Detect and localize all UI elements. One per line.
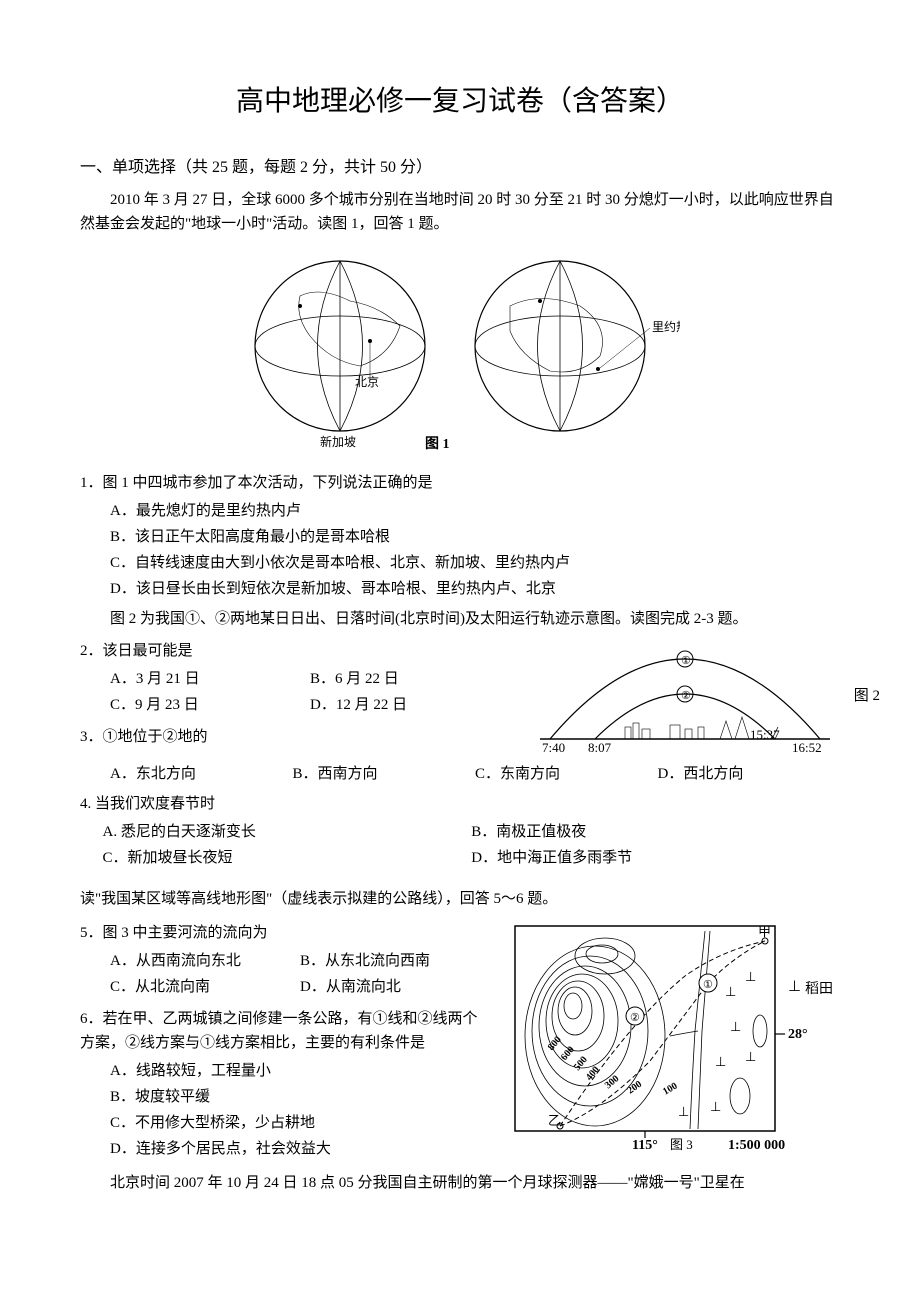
page-title: 高中地理必修一复习试卷（含答案） [80,80,840,125]
fig3-label-jia: 甲 [758,924,771,939]
svg-text:⊥: ⊥ [745,969,756,984]
question-6: 6．若在甲、乙两城镇之间修建一条公路，有①线和②线两个方案，②线方案与①线方案相… [80,1007,490,1161]
contour-300: 300 [603,1074,622,1092]
q6-stem: 6．若在甲、乙两城镇之间修建一条公路，有①线和②线两个方案，②线方案与①线方案相… [80,1007,490,1055]
figure-3-label: 图 3 [670,1137,693,1152]
q3-option-a: A．东北方向 [110,762,293,786]
label-beijing: 北京 [355,375,379,389]
q1-option-c: C．自转线速度由大到小依次是哥本哈根、北京、新加坡、里约热内卢 [110,551,840,575]
contour-100: 100 [661,1081,679,1098]
figure-1-label: 图 1 [425,436,450,452]
q3-option-c: C．东南方向 [475,762,658,786]
svg-text:⊥: ⊥ [725,984,736,999]
svg-text:⊥: ⊥ [710,1099,721,1114]
contour-800: 800 [546,1035,564,1054]
fig2-time-4: 16:52 [792,740,822,754]
question-3: 3．①地位于②地的 [80,725,510,749]
q1-option-b: B．该日正午太阳高度角最小的是哥本哈根 [110,525,840,549]
q4-option-d: D．地中海正值多雨季节 [471,846,840,870]
fig3-lon: 115° [632,1138,658,1153]
context-1: 2010 年 3 月 27 日，全球 6000 多个城市分别在当地时间 20 时… [80,188,840,236]
svg-text:⊥: ⊥ [788,979,801,995]
fig3-legend-daotian: 稻田 [805,981,833,997]
q1-option-a: A．最先熄灯的是里约热内卢 [110,499,840,523]
q2-option-c: C．9 月 23 日 [110,693,310,717]
contour-400: 400 [584,1065,602,1084]
figure-2-label: 图 2 [854,684,880,708]
figure-3: 800 600 500 400 300 200 100 ② ① 甲 乙 [510,921,840,1156]
fig3-label-yi: 乙 [548,1113,561,1128]
svg-text:⊥: ⊥ [678,1104,689,1119]
fig2-time-3: 15:37 [750,727,780,742]
q4-option-b: B．南极正值极夜 [471,820,840,844]
context-4: 北京时间 2007 年 10 月 24 日 18 点 05 分我国自主研制的第一… [80,1171,840,1195]
q5-stem: 5．图 3 中主要河流的流向为 [80,921,490,945]
figure-2: ① ② 7:40 8:07 15:37 16:52 [530,639,840,754]
fig3-scale: 1:500 000 [728,1138,785,1153]
q4-option-a: A. 悉尼的白天逐渐变长 [103,820,472,844]
section-heading: 一、单项选择（共 25 题，每题 2 分，共计 50 分） [80,155,840,181]
q6-option-c: C．不用修大型桥梁，少占耕地 [110,1111,490,1135]
figure-1: 北京 新加坡 里约热内卢 图 1 [80,246,840,456]
q5-option-d: D．从南流向北 [300,975,490,999]
q2-option-d: D．12 月 22 日 [310,693,510,717]
q1-stem: 1．图 1 中四城市参加了本次活动，下列说法正确的是 [80,471,840,495]
label-singapore: 新加坡 [320,434,356,449]
question-2: 2．该日最可能是 A．3 月 21 日 B．6 月 22 日 C．9 月 23 … [80,639,510,719]
q3-stem: 3．①地位于②地的 [80,725,510,749]
question-1: 1．图 1 中四城市参加了本次活动，下列说法正确的是 A．最先熄灯的是里约热内卢… [80,471,840,601]
context-3: 读"我国某区域等高线地形图"（虚线表示拟建的公路线），回答 5～6 题。 [80,887,840,911]
fig2-time-1: 7:40 [542,740,565,754]
q5-option-c: C．从北流向南 [110,975,300,999]
fig3-lat: 28° [788,1027,808,1042]
q6-option-a: A．线路较短，工程量小 [110,1059,490,1083]
q3-option-d: D．西北方向 [658,762,841,786]
q2-option-a: A．3 月 21 日 [110,667,310,691]
fig3-mark-2: ② [630,1012,640,1024]
question-4: 4. 当我们欢度春节时 A. 悉尼的白天逐渐变长 B．南极正值极夜 C．新加坡昼… [80,792,840,872]
q1-option-d: D．该日昼长由长到短依次是新加坡、哥本哈根、里约热内卢、北京 [110,577,840,601]
label-rio: 里约热内卢 [652,319,680,334]
q5-option-a: A．从西南流向东北 [110,949,300,973]
fig2-mark-2: ② [681,690,691,702]
q4-option-c: C．新加坡昼长夜短 [103,846,472,870]
q6-option-d: D．连接多个居民点，社会效益大 [110,1137,490,1161]
context-2: 图 2 为我国①、②两地某日日出、日落时间(北京时间)及太阳运行轨迹示意图。读图… [80,607,840,631]
q3-option-b: B．西南方向 [293,762,476,786]
q6-option-b: B．坡度较平缓 [110,1085,490,1109]
q4-stem: 4. 当我们欢度春节时 [80,792,840,816]
q2-stem: 2．该日最可能是 [80,639,510,663]
fig2-mark-1: ① [681,655,691,667]
svg-text:⊥: ⊥ [715,1054,726,1069]
fig2-time-2: 8:07 [588,740,612,754]
q2-option-b: B．6 月 22 日 [310,667,510,691]
q5-option-b: B．从东北流向西南 [300,949,490,973]
fig3-mark-1: ① [703,979,713,991]
svg-text:⊥: ⊥ [730,1019,741,1034]
contour-500: 500 [572,1055,590,1074]
question-5: 5．图 3 中主要河流的流向为 A．从西南流向东北 B．从东北流向西南 C．从北… [80,921,490,1001]
svg-text:⊥: ⊥ [745,1049,756,1064]
